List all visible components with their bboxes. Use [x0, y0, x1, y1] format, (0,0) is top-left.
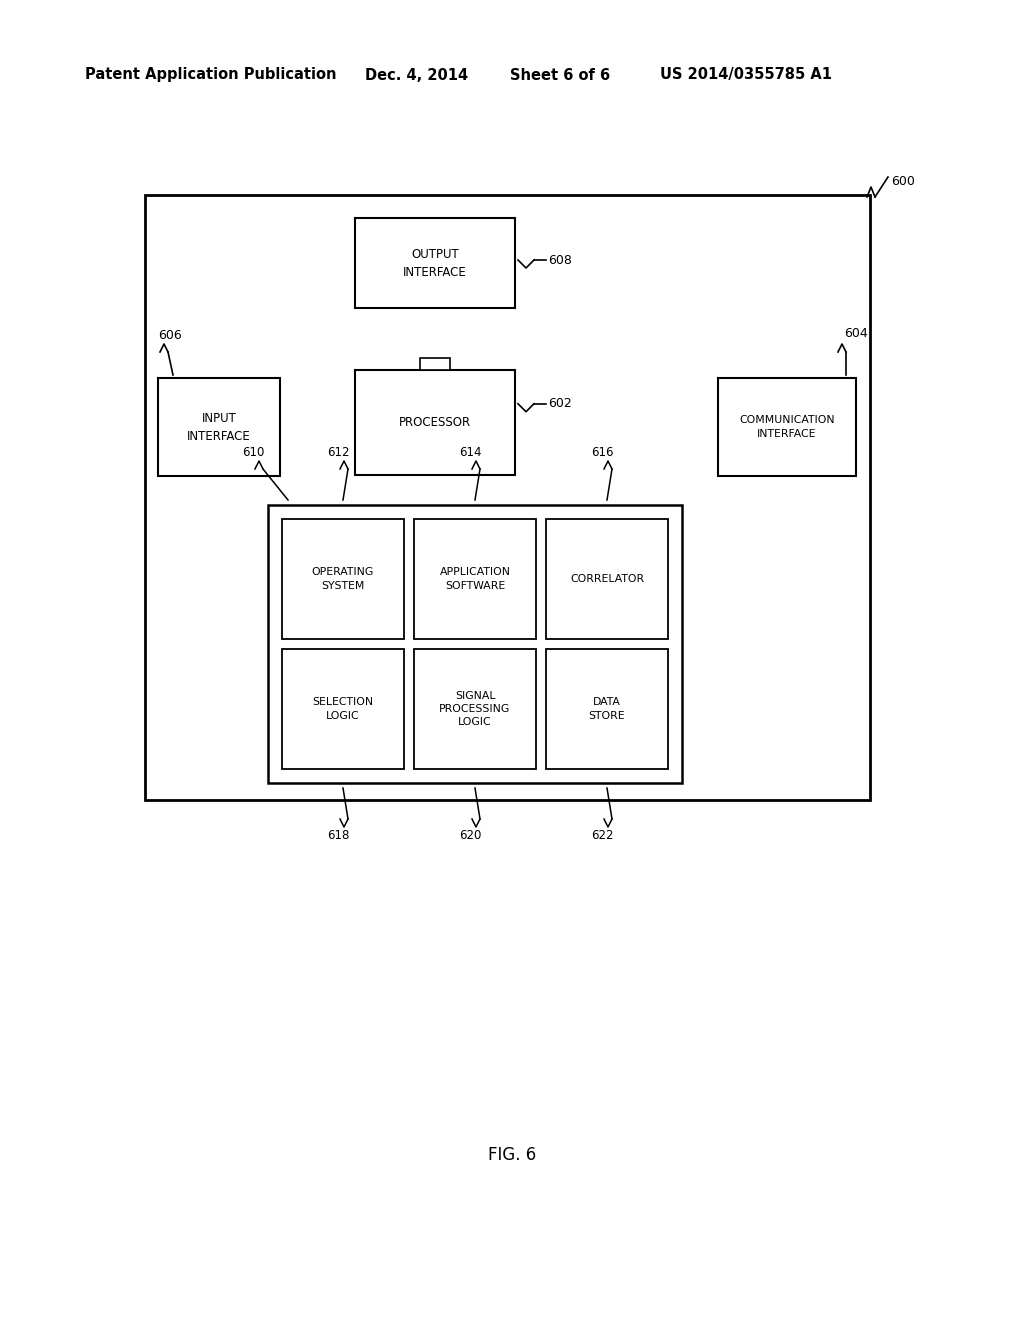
- Bar: [282, 519, 404, 639]
- Bar: [145, 195, 870, 800]
- Bar: [414, 649, 536, 770]
- Text: 620: 620: [459, 829, 481, 842]
- Text: OUTPUT
INTERFACE: OUTPUT INTERFACE: [403, 248, 467, 279]
- Text: SELECTION
LOGIC: SELECTION LOGIC: [312, 697, 374, 721]
- Text: 616: 616: [591, 446, 613, 459]
- Text: Patent Application Publication: Patent Application Publication: [85, 67, 337, 82]
- Text: Sheet 6 of 6: Sheet 6 of 6: [510, 67, 610, 82]
- Bar: [718, 378, 856, 477]
- Text: DATA
STORE: DATA STORE: [589, 697, 626, 721]
- Text: APPLICATION
SOFTWARE: APPLICATION SOFTWARE: [439, 568, 511, 590]
- Text: CORRELATOR: CORRELATOR: [570, 574, 644, 583]
- Text: US 2014/0355785 A1: US 2014/0355785 A1: [660, 67, 831, 82]
- Text: 600: 600: [891, 176, 914, 187]
- Bar: [355, 218, 515, 308]
- Bar: [414, 519, 536, 639]
- Text: 618: 618: [327, 829, 349, 842]
- Text: PROCESSOR: PROCESSOR: [399, 416, 471, 429]
- Bar: [158, 378, 280, 477]
- Text: 604: 604: [844, 327, 867, 341]
- Bar: [355, 370, 515, 475]
- Text: 612: 612: [327, 446, 349, 459]
- Bar: [268, 506, 682, 783]
- Text: 622: 622: [591, 829, 613, 842]
- Bar: [282, 649, 404, 770]
- Text: 606: 606: [158, 329, 181, 342]
- Text: FIG. 6: FIG. 6: [487, 1146, 537, 1164]
- Text: COMMUNICATION
INTERFACE: COMMUNICATION INTERFACE: [739, 414, 835, 440]
- Bar: [546, 649, 668, 770]
- Text: INPUT
INTERFACE: INPUT INTERFACE: [187, 412, 251, 442]
- Text: 614: 614: [459, 446, 481, 459]
- Bar: [546, 519, 668, 639]
- Text: OPERATING
SYSTEM: OPERATING SYSTEM: [312, 568, 374, 590]
- Text: 602: 602: [548, 397, 571, 411]
- Bar: [420, 358, 450, 370]
- Text: Dec. 4, 2014: Dec. 4, 2014: [365, 67, 468, 82]
- Text: SIGNAL
PROCESSING
LOGIC: SIGNAL PROCESSING LOGIC: [439, 690, 511, 727]
- Text: 608: 608: [548, 253, 571, 267]
- Text: 610: 610: [242, 446, 264, 459]
